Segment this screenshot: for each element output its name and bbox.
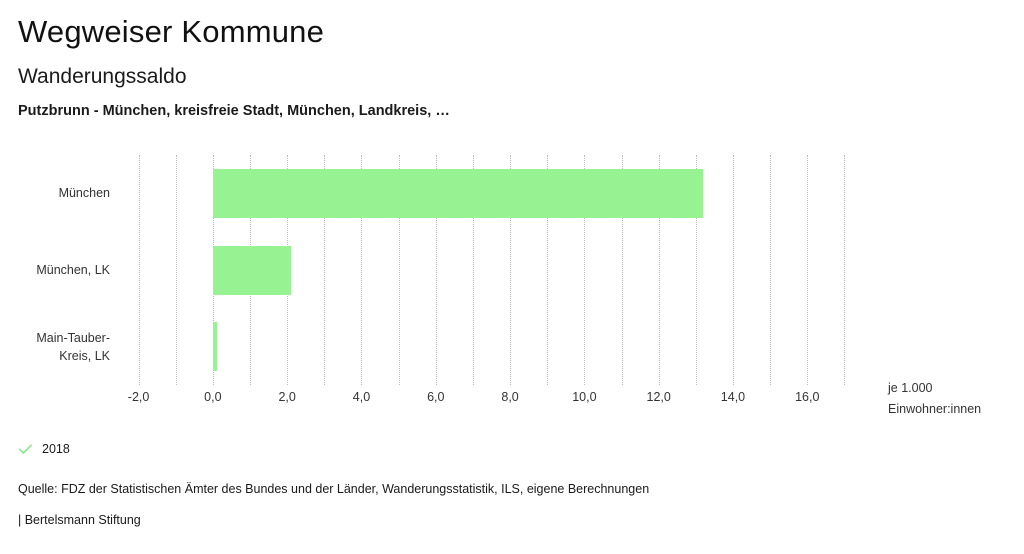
gridline (695, 155, 697, 385)
y-axis-category-label: München (0, 184, 110, 202)
x-axis-tick-label: 16,0 (795, 390, 820, 404)
x-axis-tick-label: 2,0 (278, 390, 296, 404)
table-row (120, 322, 863, 372)
x-axis-unit-label: je 1.000 Einwohner:innen (888, 378, 981, 419)
x-axis-tick-labels: -2,0 0,0 2,0 4,0 6,0 8,0 10,0 12,0 14,0 16,0 (120, 390, 863, 408)
brand-text: | Bertelsmann Stiftung (18, 513, 141, 527)
y-axis-category-line: Main-Tauber- (36, 330, 110, 345)
chart-canvas (0, 155, 1024, 385)
chart-header: Wegweiser Kommune Wanderungssaldo Putzbr… (18, 14, 1006, 120)
x-axis-tick-label: 4,0 (352, 390, 371, 404)
bar[interactable] (212, 322, 217, 372)
x-axis-tick-label: 6,0 (427, 390, 445, 404)
chart-title: Wanderungssaldo (18, 64, 187, 88)
gridline (175, 155, 177, 385)
check-icon (18, 442, 33, 456)
chart-legend[interactable]: 2018 (18, 442, 70, 456)
gridline (621, 155, 623, 385)
gridline (658, 155, 660, 385)
y-axis-category-label: Main-Tauber- Kreis, LK (0, 329, 110, 365)
gridline (770, 155, 772, 385)
gridline (361, 155, 363, 385)
x-axis-tick-label: -2,0 (127, 390, 150, 404)
gridline (547, 155, 549, 385)
y-axis-category-label: München, LK (0, 261, 110, 279)
gridline (324, 155, 326, 385)
unit-line-1: je 1.000 (888, 381, 933, 395)
y-axis-category-line: München, LK (36, 263, 110, 277)
table-row (120, 168, 863, 218)
y-axis-category-line: München (58, 186, 110, 201)
y-axis-category-line: Kreis, LK (59, 348, 110, 363)
x-axis-tick-label: 12,0 (646, 390, 671, 404)
gridline (138, 155, 140, 385)
gridline (844, 155, 846, 385)
chart-footer: Quelle: FDZ der Statistischen Ämter des … (18, 482, 1006, 528)
legend-item-label: 2018 (42, 442, 70, 456)
x-axis-tick-label: 10,0 (572, 390, 597, 404)
gridline (510, 155, 512, 385)
bar-series-2018 (120, 155, 863, 385)
gridline (732, 155, 734, 385)
source-text: Quelle: FDZ der Statistischen Ämter des … (18, 482, 650, 496)
plot-area (120, 155, 863, 385)
x-axis-tick-label: 0,0 (204, 390, 222, 404)
page-title: Wegweiser Kommune (18, 14, 325, 49)
x-axis-tick-label: 14,0 (720, 390, 746, 404)
table-row (120, 245, 863, 295)
y-axis-labels: München München, LK Main-Tauber- Kreis, LK (0, 155, 110, 385)
chart-subtitle-regions: Putzbrunn - München, kreisfreie Stadt, M… (18, 102, 450, 119)
bar[interactable] (212, 245, 291, 295)
unit-line-2: Einwohner:innen (888, 401, 982, 416)
gridline (584, 155, 586, 385)
gridline (472, 155, 474, 385)
bar[interactable] (212, 168, 704, 218)
gridline (435, 155, 437, 385)
gridline (807, 155, 809, 385)
x-axis-tick-label: 8,0 (501, 390, 519, 404)
gridline (398, 155, 400, 385)
